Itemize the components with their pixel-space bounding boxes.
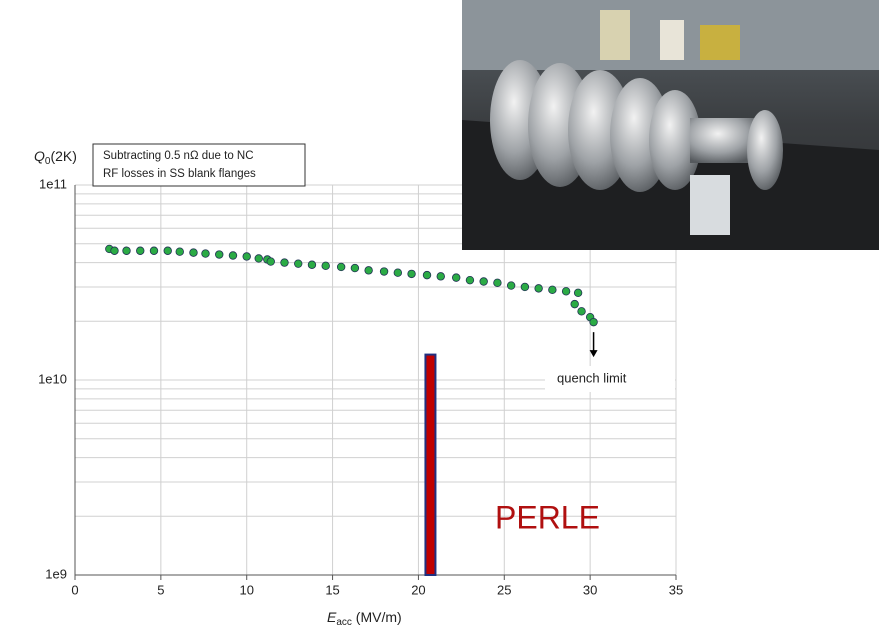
data-point [520,282,530,292]
data-point [364,266,373,275]
y-label-subscript: 0 [45,156,51,167]
data-point [307,260,317,269]
data-point [336,262,346,272]
perle-bar [424,353,437,576]
y-label-symbol: Q [34,148,45,164]
data-point [321,261,330,271]
x-tick-label: 35 [669,582,683,597]
x-label-symbol: E [327,609,337,625]
data-point [228,251,238,260]
x-tick-label: 15 [325,582,339,597]
data-point [506,281,516,290]
data-point [122,246,131,255]
data-point [561,287,571,296]
data-point [189,248,198,257]
data-point [266,257,275,266]
data-point [548,285,557,295]
x-label-rest: (MV/m) [352,609,402,625]
data-point [465,275,475,285]
data-point [479,277,488,286]
x-tick-label: 30 [583,582,597,597]
quench-arrow-head [589,350,598,358]
data-point [280,258,289,267]
data-point [407,269,416,279]
data-point [577,307,586,316]
x-tick-label: 10 [239,582,253,597]
data-point [570,299,579,309]
data-point [350,263,360,273]
data-point [110,246,119,255]
quench-box [545,366,675,392]
data-point [493,278,502,288]
data-point [393,268,403,277]
data-point [294,259,303,268]
x-axis-label: Eacc (MV/m) [327,609,402,628]
data-point [589,317,598,327]
y-label-rest: (2K) [50,148,76,164]
note-line: RF losses in SS blank flanges [103,168,256,180]
data-point [136,246,145,255]
x-tick-label: 5 [157,582,164,597]
data-point [163,246,172,255]
quench-label: quench limit [557,370,627,385]
x-tick-label: 0 [71,582,78,597]
note-line: Subtracting 0.5 nΩ due to NC [103,150,254,162]
data-point [436,272,445,281]
data-point [534,284,543,293]
y-axis-label: Q0(2K) [34,148,77,167]
data-point [149,246,159,255]
data-point [175,247,184,256]
y-tick-label: 1e11 [39,176,67,191]
x-tick-label: 25 [497,582,511,597]
photo [462,0,879,250]
y-tick-label: 1e9 [45,566,67,581]
data-point [422,270,432,280]
data-point [201,249,210,258]
y-tick-label: 1e10 [38,371,67,386]
data-point [379,267,389,276]
data-point [573,288,583,298]
data-point [452,273,461,282]
x-label-subscript: acc [336,617,352,628]
data-point [215,250,224,259]
data-point [242,252,251,261]
x-tick-label: 20 [411,582,425,597]
note-box [92,143,306,187]
data-point [254,254,263,263]
perle-label: PERLE [495,499,600,535]
